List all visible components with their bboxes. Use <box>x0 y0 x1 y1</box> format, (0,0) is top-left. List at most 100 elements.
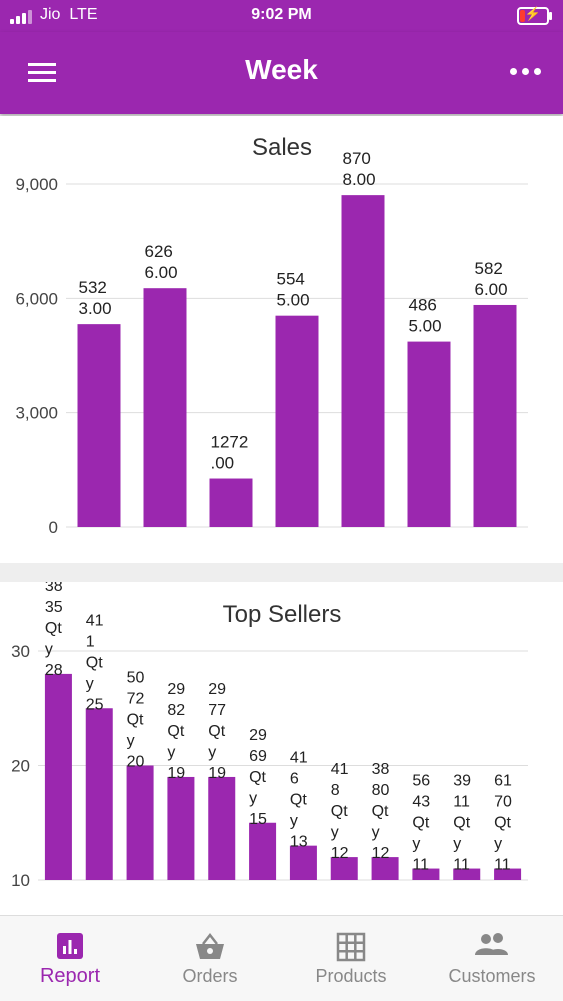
bar-data-label: 486 <box>409 296 437 315</box>
bar-data-label: y <box>453 836 461 853</box>
bar-data-label: 41 <box>290 750 308 767</box>
bar-data-label: 11 <box>494 857 511 874</box>
bar <box>77 324 121 527</box>
bar <box>167 776 195 880</box>
basket-icon <box>196 932 224 959</box>
page-title: Week <box>245 54 318 85</box>
y-tick-label: 30 <box>11 642 30 661</box>
bar-data-label: 12 <box>331 845 349 862</box>
bar-data-label: 41 <box>86 612 104 629</box>
bar-data-label: 11 <box>453 857 470 874</box>
bar-data-label: Qt <box>208 723 225 740</box>
bar <box>330 857 358 880</box>
bar-data-label: 43 <box>412 794 430 811</box>
bar-data-label: Qt <box>372 803 389 820</box>
bar-data-label: 80 <box>372 782 390 799</box>
bar <box>371 857 399 880</box>
bar-data-label: 11 <box>412 857 429 874</box>
bar-data-label: y <box>331 824 339 841</box>
bar-data-label: 8 <box>331 782 340 799</box>
bar-data-label: Qt <box>249 769 266 786</box>
bar-data-label: .00 <box>211 454 235 473</box>
bar <box>412 868 440 880</box>
nav-customers[interactable]: Customers <box>421 916 563 1001</box>
bar <box>407 341 451 527</box>
bar <box>494 868 522 880</box>
nav-products[interactable]: Products <box>281 916 421 1001</box>
bar <box>341 195 385 527</box>
bar-data-label: 626 <box>145 242 173 261</box>
bar-data-label: y <box>86 675 94 692</box>
bar-data-label: y <box>167 744 175 761</box>
bar-data-label: 6.00 <box>475 280 508 299</box>
app-bar: Week <box>0 32 563 114</box>
bar-data-label: 582 <box>475 259 503 278</box>
more-horizontal-icon[interactable] <box>508 68 544 78</box>
bar-data-label: 1 <box>86 633 95 650</box>
bar-data-label: 61 <box>494 773 512 790</box>
y-tick-label: 20 <box>11 757 30 776</box>
bar-data-label: 5.00 <box>409 317 442 336</box>
bar-data-label: y <box>290 813 298 830</box>
bar-data-label: Qt <box>45 620 62 637</box>
chart-title: Top Sellers <box>223 601 342 628</box>
bar-data-label: 25 <box>86 696 104 713</box>
bar-data-label: 38 <box>45 582 63 595</box>
hamburger-menu-icon[interactable] <box>28 63 56 83</box>
sales-chart-card: Sales 0 3,000 6,000 9,000 532 3.00 626 6.00 1272.… <box>0 116 563 563</box>
bar <box>453 868 481 880</box>
grid-icon <box>336 932 366 962</box>
people-icon <box>475 933 508 955</box>
bar-data-label: Qt <box>494 815 511 832</box>
bar-data-label: Qt <box>331 803 348 820</box>
bar-data-label: 41 <box>331 761 349 778</box>
status-bar: Jio LTE 9:02 PM ⚡ <box>0 0 563 32</box>
bar-data-label: Qt <box>290 792 307 809</box>
bar-data-label: 5.00 <box>277 291 310 310</box>
bar-data-label: 56 <box>412 773 430 790</box>
bar <box>126 765 154 880</box>
top-sellers-chart: Top Sellers 10 20 30 38 35 Qt y 28 41 1 Qt y 25 50 72 Qt… <box>11 582 528 890</box>
bar <box>44 673 72 880</box>
nav-orders-label: Orders <box>182 966 238 986</box>
bar-data-label: 6 <box>290 771 299 788</box>
chart-title: Sales <box>252 134 312 161</box>
bar-data-label: 29 <box>249 727 267 744</box>
bar-data-label: 19 <box>167 765 185 782</box>
bar-data-label: Qt <box>412 815 429 832</box>
battery-icon: ⚡ <box>517 6 552 25</box>
bar-data-label: Qt <box>127 712 144 729</box>
y-tick-label: 3,000 <box>15 404 58 423</box>
nav-report-label: Report <box>39 965 101 987</box>
bar-data-label: 50 <box>127 670 145 687</box>
bar-data-label: 69 <box>249 748 267 765</box>
bar-data-label: y <box>208 744 216 761</box>
signal-icon <box>10 10 36 24</box>
bar-data-label: 28 <box>45 662 63 679</box>
bar-data-label: 72 <box>127 691 145 708</box>
bottom-navigation: Report Orders Products Customers <box>0 915 563 1001</box>
bar-data-label: 11 <box>453 794 470 811</box>
bar-data-label: 1272 <box>211 433 249 452</box>
nav-customers-label: Customers <box>448 966 536 986</box>
bar-data-label: 35 <box>45 599 63 616</box>
bar-data-label: 39 <box>453 773 471 790</box>
bar-data-label: 12 <box>372 845 390 862</box>
carrier-label: Jio LTE <box>40 6 98 23</box>
nav-report[interactable]: Report <box>0 916 140 1001</box>
bar-data-label: 20 <box>127 754 145 771</box>
bar <box>289 845 317 880</box>
bar-data-label: Qt <box>167 723 184 740</box>
bar-data-label: 38 <box>372 761 390 778</box>
sales-chart: Sales 0 3,000 6,000 9,000 532 3.00 626 6.00 1272.… <box>15 134 528 537</box>
top-sellers-chart-card: Top Sellers 10 20 30 38 35 Qt y 28 41 1 Qt y 25 50 72 Qt… <box>0 582 563 915</box>
bar-data-label: Qt <box>453 815 470 832</box>
status-time: 9:02 PM <box>251 6 312 23</box>
bar-data-label: 554 <box>277 270 305 289</box>
bar-data-label: 15 <box>249 811 267 828</box>
bar <box>208 776 236 880</box>
bar <box>85 708 113 880</box>
y-tick-label: 0 <box>49 518 58 537</box>
nav-orders[interactable]: Orders <box>140 916 280 1001</box>
bar-data-label: 19 <box>208 765 226 782</box>
